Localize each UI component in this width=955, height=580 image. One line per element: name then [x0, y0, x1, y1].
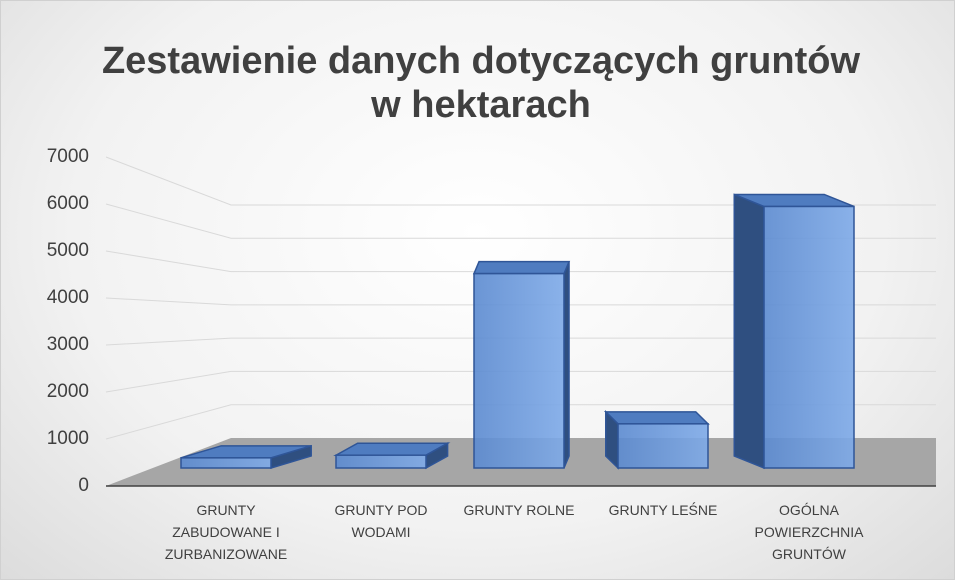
x-tick-label: GRUNTY LEŚNE [608, 502, 718, 518]
y-tick-label: 1000 [47, 428, 89, 449]
bar-front [617, 423, 709, 469]
x-tick-label: GRUNTY ZABUDOWANE I ZURBANIZOWANE [164, 502, 288, 562]
x-tick-label: OGÓLNA POWIERZCHNIA GRUNTÓW [754, 502, 864, 562]
x-tick-label: GRUNTY POD WODAMI [334, 502, 428, 540]
grid-line [105, 337, 936, 346]
bar-front [180, 457, 272, 469]
grid-line [105, 250, 936, 273]
grid-line [105, 370, 936, 393]
x-tick-label: GRUNTY ROLNE [463, 502, 575, 518]
y-tick-label: 5000 [47, 240, 89, 261]
bar-side [733, 193, 765, 470]
bar-side [563, 261, 570, 469]
bar-top [472, 260, 571, 275]
grid-line [105, 156, 936, 206]
bar [333, 441, 451, 470]
grid-line [105, 297, 936, 306]
bar [180, 444, 312, 470]
y-tick-label: 6000 [47, 193, 89, 214]
bar [603, 410, 710, 470]
grid-line [105, 404, 936, 440]
bar-front [763, 205, 855, 469]
y-tick-label: 3000 [47, 334, 89, 355]
bar-front [473, 272, 565, 469]
y-tick-label: 0 [78, 475, 89, 496]
y-tick-label: 7000 [47, 146, 89, 167]
bar-top [603, 411, 710, 425]
bar-front [335, 454, 427, 469]
y-tick-label: 4000 [47, 287, 89, 308]
bar [472, 260, 571, 469]
chart-title: Zestawienie danych dotyczących gruntów w… [101, 40, 861, 126]
grid-line [105, 203, 936, 239]
y-tick-label: 2000 [47, 381, 89, 402]
bar [733, 193, 855, 470]
